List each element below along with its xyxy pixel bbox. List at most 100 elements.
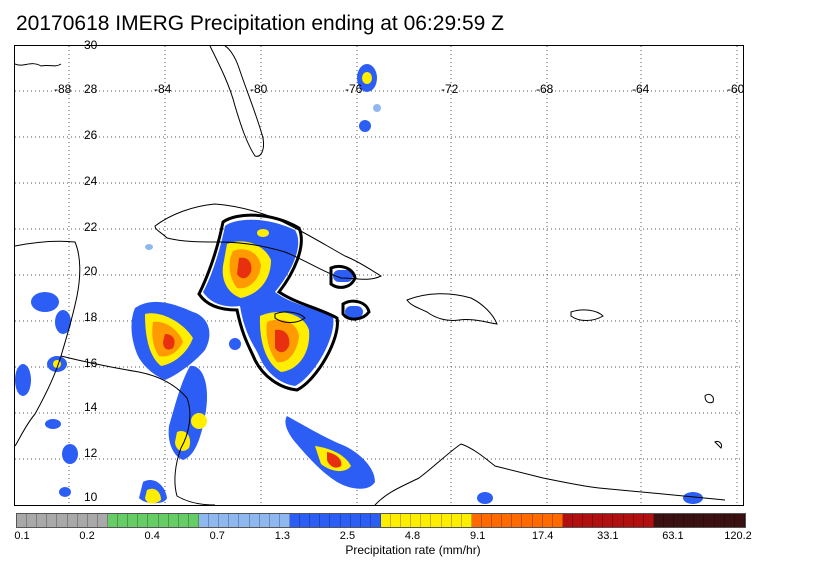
colorbar-swatch xyxy=(168,514,179,527)
colorbar-swatch xyxy=(219,514,230,527)
colorbar-swatch xyxy=(118,514,129,527)
colorbar-tick-label: 2.5 xyxy=(339,530,356,542)
colorbar-swatch xyxy=(57,514,68,527)
colorbar-swatch xyxy=(340,514,351,527)
lat-label-16: 16 xyxy=(84,356,98,370)
lat-label-26: 26 xyxy=(84,128,98,142)
lon-label-76: -76 xyxy=(345,82,363,96)
colorbar-swatch xyxy=(320,514,331,527)
map-title: 20170618 IMERG Precipitation ending at 0… xyxy=(16,12,504,35)
graticule xyxy=(15,46,743,505)
colorbar-swatch xyxy=(542,514,553,527)
colorbar-swatch xyxy=(37,514,48,527)
lat-label-28: 28 xyxy=(84,82,98,96)
colorbar-swatch xyxy=(229,514,240,527)
colorbar-swatch xyxy=(148,514,159,527)
lon-label-84: -84 xyxy=(154,82,172,96)
colorbar-swatch xyxy=(552,514,563,527)
colorbar-swatch xyxy=(279,514,290,527)
lon-label-68: -68 xyxy=(536,82,554,96)
outline-contours xyxy=(197,213,371,392)
precipitation-layer xyxy=(15,64,703,504)
colorbar-tick-label: 33.1 xyxy=(597,530,619,542)
colorbar-swatch xyxy=(300,514,311,527)
map-canvas xyxy=(15,46,743,505)
colorbar-tick-label: 0.4 xyxy=(144,530,160,542)
colorbar-tick-label: 63.1 xyxy=(662,530,684,542)
colorbar-swatch xyxy=(643,514,654,527)
colorbar-swatch xyxy=(138,514,149,527)
colorbar-swatch xyxy=(623,514,634,527)
colorbar-swatch xyxy=(431,514,442,527)
colorbar-swatch xyxy=(178,514,189,527)
colorbar-swatch xyxy=(47,514,58,527)
colorbar-swatch xyxy=(27,514,38,527)
colorbar-swatch xyxy=(653,514,664,527)
colorbar-swatch xyxy=(684,514,695,527)
colorbar-swatch xyxy=(502,514,513,527)
lat-label-24: 24 xyxy=(84,174,98,188)
colorbar-tick-label: 0.2 xyxy=(79,530,95,542)
colorbar-swatch xyxy=(573,514,584,527)
lon-label-60: -60 xyxy=(727,82,745,96)
colorbar-swatch xyxy=(613,514,624,527)
lat-label-22: 22 xyxy=(84,220,98,234)
colorbar-swatch xyxy=(633,514,644,527)
coastlines xyxy=(15,46,726,505)
colorbar-swatch xyxy=(461,514,472,527)
colorbar-swatch xyxy=(128,514,139,527)
colorbar-swatch xyxy=(239,514,250,527)
colorbar-swatch xyxy=(411,514,422,527)
colorbar-swatch xyxy=(674,514,685,527)
colorbar-tick-label: 0.7 xyxy=(209,530,225,542)
colorbar-swatch xyxy=(603,514,614,527)
colorbar-swatch xyxy=(370,514,381,527)
colorbar-swatch xyxy=(421,514,432,527)
colorbar-tick-label: 4.8 xyxy=(404,530,421,542)
colorbar-swatch xyxy=(330,514,341,527)
lat-label-18: 18 xyxy=(84,310,98,324)
precipitation-map xyxy=(14,45,744,506)
lat-label-30: 30 xyxy=(84,38,98,52)
colorbar-swatch xyxy=(310,514,321,527)
colorbar-swatch xyxy=(471,514,483,527)
colorbar-swatch xyxy=(188,514,199,527)
colorbar-swatch xyxy=(492,514,503,527)
lat-label-14: 14 xyxy=(84,400,98,414)
colorbar-tick-label: 1.3 xyxy=(274,530,291,542)
colorbar-swatch xyxy=(249,514,260,527)
colorbar-swatch xyxy=(391,514,402,527)
lon-label-88: -88 xyxy=(54,82,72,96)
colorbar-swatch xyxy=(562,514,574,527)
colorbar-swatch xyxy=(259,514,270,527)
colorbar-swatch xyxy=(87,514,98,527)
colorbar-swatch xyxy=(522,514,533,527)
colorbar-swatch xyxy=(532,514,543,527)
colorbar-swatch xyxy=(17,514,28,527)
colorbar-tick-label: 120.2 xyxy=(724,530,752,542)
colorbar-swatch xyxy=(289,514,301,527)
colorbar-title: Precipitation rate (mm/hr) xyxy=(345,543,481,557)
lat-label-10: 10 xyxy=(84,490,98,504)
colorbar-swatch xyxy=(714,514,725,527)
colorbar-swatch xyxy=(664,514,675,527)
colorbar-swatch xyxy=(350,514,361,527)
lon-label-72: -72 xyxy=(441,82,459,96)
colorbar-swatch xyxy=(482,514,493,527)
colorbar-swatch xyxy=(724,514,735,527)
colorbar-swatch xyxy=(198,514,210,527)
lat-label-20: 20 xyxy=(84,264,98,278)
colorbar-swatch xyxy=(694,514,705,527)
colorbar-swatch xyxy=(77,514,88,527)
lon-label-64: -64 xyxy=(632,82,650,96)
colorbar-swatch xyxy=(380,514,392,527)
colorbar-swatch xyxy=(441,514,452,527)
colorbar-swatch xyxy=(97,514,108,527)
colorbar-swatch xyxy=(269,514,280,527)
colorbar-swatch xyxy=(360,514,371,527)
precipitation-colorbar xyxy=(16,513,746,528)
colorbar-tick-label: 17.4 xyxy=(532,530,554,542)
colorbar-swatch xyxy=(401,514,412,527)
colorbar-swatch xyxy=(734,514,745,527)
lat-label-12: 12 xyxy=(84,446,98,460)
